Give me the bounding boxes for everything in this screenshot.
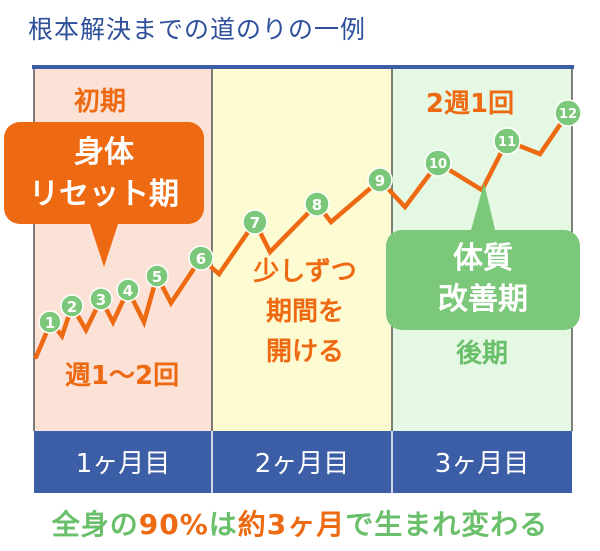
- marker-12: 12: [554, 99, 582, 127]
- session-markers: 1 2 3 4 5 6 7 8: [38, 99, 582, 334]
- marker-6-label: 6: [196, 250, 206, 268]
- month-label-2: 2ヶ月目: [255, 449, 350, 479]
- callout-improve-line2: 改善期: [438, 282, 528, 317]
- marker-6: 6: [188, 245, 214, 271]
- footer-part-1: 全身の: [51, 508, 139, 541]
- callout-improve-tail: [470, 183, 496, 234]
- marker-4: 4: [116, 278, 140, 302]
- marker-3-label: 3: [96, 291, 106, 309]
- month-band: [34, 431, 572, 493]
- marker-4-label: 4: [123, 282, 133, 300]
- marker-11: 11: [493, 127, 521, 155]
- marker-12-label: 12: [559, 107, 577, 122]
- callout-reset-line1: 身体: [74, 135, 135, 170]
- marker-5-label: 5: [152, 268, 162, 286]
- footer-part-2: は: [208, 508, 238, 541]
- marker-2: 2: [60, 294, 84, 318]
- marker-7-label: 7: [250, 214, 260, 232]
- month-label-1: 1ヶ月目: [76, 449, 171, 479]
- callout-improve-line1: 体質: [453, 241, 513, 276]
- frequency-early: 週1〜2回: [65, 361, 179, 391]
- marker-9-label: 9: [375, 172, 385, 190]
- phase-middle-bg: [212, 69, 392, 431]
- callout-reset-tail: [88, 218, 120, 267]
- phase-early-label: 初期: [74, 87, 126, 117]
- marker-10: 10: [424, 149, 452, 177]
- marker-1-label: 1: [45, 314, 55, 332]
- footer-part-3: で生まれ変わる: [345, 508, 549, 541]
- month-label-3: 3ヶ月目: [435, 449, 530, 479]
- marker-1: 1: [38, 310, 62, 334]
- marker-7: 7: [242, 209, 268, 235]
- marker-5: 5: [145, 264, 169, 288]
- marker-2-label: 2: [67, 298, 77, 316]
- callout-reset-box: [4, 122, 204, 224]
- frequency-middle-3: 開ける: [266, 337, 344, 367]
- frequency-middle-2: 期間を: [266, 297, 344, 327]
- marker-10-label: 10: [429, 157, 447, 172]
- frequency-middle-1: 少しずつ: [252, 257, 356, 287]
- marker-8: 8: [304, 191, 330, 217]
- frequency-late: 2週1回: [426, 89, 514, 119]
- phase-late-label: 後期: [456, 338, 508, 369]
- marker-3: 3: [89, 287, 113, 311]
- marker-8-label: 8: [312, 196, 322, 214]
- footer-highlight-percent: 90%: [138, 508, 209, 541]
- footer-highlight-period: 約3ヶ月: [237, 508, 346, 541]
- marker-11-label: 11: [498, 135, 516, 150]
- callout-reset-line2: リセット期: [29, 177, 179, 212]
- page-title: 根本解決までの道のりの一例: [28, 15, 367, 44]
- callout-improve-box: [386, 230, 580, 330]
- marker-9: 9: [367, 167, 393, 193]
- footer-caption: 全身の90%は約3ヶ月で生まれ変わる: [0, 503, 600, 543]
